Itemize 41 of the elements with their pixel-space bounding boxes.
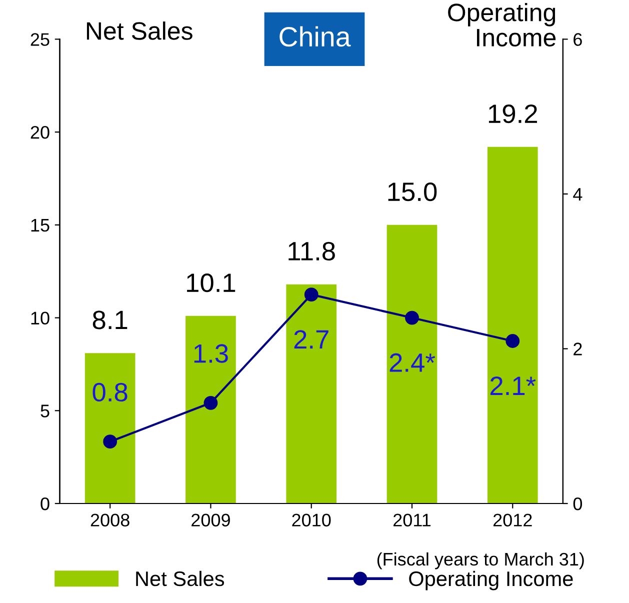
bar (286, 284, 337, 504)
bar (487, 146, 538, 504)
x-tick-label: 2009 (192, 514, 230, 526)
data-label: 11.8 (288, 242, 335, 261)
point (204, 396, 218, 410)
data-label: 10.1 (187, 273, 236, 292)
y-tick-label: 20 (30, 126, 50, 139)
x-tick-label: 2010 (292, 514, 331, 526)
y-axis-title: Net Sales (86, 22, 192, 40)
bar (84, 353, 136, 504)
chart-title: China (280, 26, 351, 47)
data-label: 2.4* (390, 353, 436, 372)
point (405, 310, 419, 325)
y2-tick-label: 2 (574, 342, 582, 356)
data-label: 0.8 (92, 382, 128, 402)
data-label: 2.7 (294, 330, 328, 349)
y2-axis-title: Operating Income (448, 3, 556, 46)
point (304, 288, 318, 302)
y2-tick-label: 0 (573, 497, 582, 510)
bar (186, 316, 236, 504)
data-label: 8.1 (92, 310, 128, 330)
point (103, 434, 118, 449)
y2-tick-label: 4 (573, 188, 582, 201)
legend-label: Net Sales (136, 570, 224, 586)
y2-tick-label: 6 (574, 33, 582, 46)
x-tick-label: 2011 (393, 514, 431, 526)
point (506, 334, 520, 348)
y-tick-label: 15 (31, 219, 50, 232)
bar (386, 224, 438, 504)
data-label: 2.1* (490, 376, 536, 395)
text: (Fiscal years to March 31) (377, 552, 584, 570)
y-tick-label: 25 (30, 33, 50, 46)
y-tick-label: 5 (40, 404, 50, 418)
y-tick-label: 10 (31, 312, 50, 324)
y-tick-label: 0 (40, 497, 50, 510)
x-tick-label: 2012 (493, 514, 532, 526)
data-label: 1.3 (194, 344, 228, 363)
data-label: 19.2 (488, 104, 537, 124)
x-tick-label: 2008 (90, 514, 130, 526)
legend-label: Operating Income (409, 570, 573, 590)
data-label: 15.0 (388, 182, 437, 202)
